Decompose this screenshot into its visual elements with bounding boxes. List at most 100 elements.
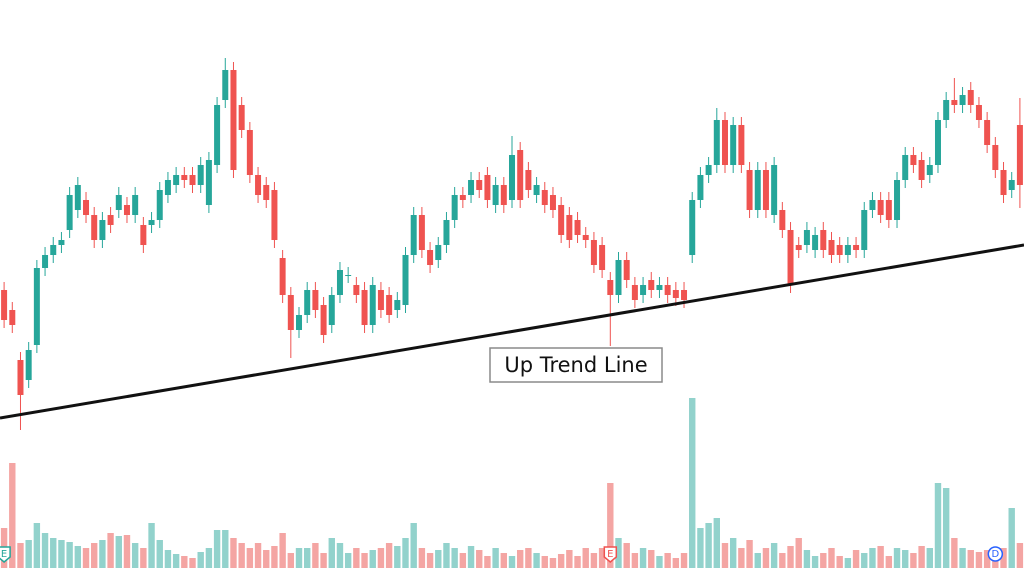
- candle-body: [91, 215, 98, 240]
- candle-body: [517, 150, 524, 200]
- candle-body: [1016, 125, 1023, 185]
- volume-bar: [41, 533, 49, 568]
- candle-body: [631, 285, 638, 300]
- volume-bar: [492, 548, 499, 568]
- volume-bar: [410, 523, 417, 568]
- volume-bar: [213, 530, 221, 568]
- candle-body: [320, 305, 327, 335]
- candle-body: [99, 220, 106, 240]
- candle-body: [336, 270, 343, 295]
- event-marker: E: [0, 546, 11, 563]
- volume-bar: [975, 552, 983, 568]
- volume-bar: [779, 553, 786, 568]
- volume-bar: [803, 550, 811, 568]
- volume-bar: [140, 548, 147, 568]
- volume-bar: [484, 556, 491, 568]
- volume-bar: [607, 483, 614, 568]
- candle-body: [263, 185, 270, 200]
- volume-bar: [66, 542, 73, 568]
- candle-body: [525, 170, 532, 190]
- volume-bar: [99, 540, 106, 568]
- volume-bar: [762, 548, 770, 568]
- candle-body: [386, 295, 393, 315]
- volume-bar: [181, 556, 188, 568]
- candle-body: [746, 170, 753, 210]
- event-badge: [0, 546, 11, 563]
- candle-body: [967, 90, 974, 105]
- event-badge: [603, 546, 618, 563]
- event-marker: D: [987, 546, 1004, 562]
- volume-bar: [885, 556, 893, 568]
- candle-body: [50, 245, 57, 255]
- candle-body: [214, 105, 221, 165]
- volume-bar: [9, 463, 16, 568]
- candle-body: [492, 185, 499, 205]
- candle-body: [271, 190, 278, 240]
- volume-bar: [697, 528, 704, 568]
- candle-body: [599, 245, 606, 270]
- candle-body: [222, 70, 229, 100]
- candle-body: [287, 295, 294, 330]
- volume-bar: [164, 550, 172, 568]
- candle-body: [1008, 180, 1015, 190]
- trend-label-text: Up Trend Line: [504, 353, 647, 377]
- volume-bar: [123, 535, 131, 568]
- volume-bar: [279, 533, 286, 568]
- candle-body: [730, 125, 737, 165]
- volume-bar: [598, 548, 606, 568]
- candle-body: [25, 350, 32, 380]
- volume-bar: [820, 553, 827, 568]
- candle-body: [713, 120, 720, 165]
- candle-body: [189, 175, 196, 185]
- volume-bar: [271, 546, 278, 568]
- volume-bar: [967, 550, 974, 568]
- candle-body: [558, 205, 565, 235]
- candle-body: [590, 240, 597, 265]
- candle-body: [902, 155, 909, 180]
- volume-bar: [574, 556, 581, 568]
- candle-body: [820, 230, 827, 250]
- volume-bar: [459, 553, 467, 568]
- candle-body: [255, 175, 262, 195]
- candle-body: [123, 205, 130, 215]
- candle-body: [943, 100, 950, 120]
- volume-bar: [713, 518, 720, 568]
- candle-body: [885, 200, 892, 220]
- candle-body: [861, 210, 868, 250]
- candle-body: [304, 290, 311, 315]
- candle-body: [443, 220, 450, 245]
- volume-bar: [729, 538, 737, 568]
- candle-body: [844, 245, 851, 255]
- volume-bar: [418, 548, 426, 568]
- candle-body: [9, 310, 16, 325]
- candle-body: [451, 195, 458, 220]
- volume-bar: [910, 553, 917, 568]
- candle-body: [107, 215, 114, 225]
- candle-body: [369, 285, 376, 325]
- candle-body: [910, 155, 917, 165]
- candle-body: [74, 185, 81, 210]
- volume-bar: [148, 523, 155, 568]
- candle-body: [705, 165, 712, 175]
- volume-bar: [246, 548, 254, 568]
- candle-body: [771, 165, 778, 215]
- volume-bar: [623, 543, 630, 568]
- candle-body: [312, 290, 319, 310]
- candle-body: [549, 195, 556, 210]
- candle-body: [812, 235, 819, 250]
- volume-bar: [328, 538, 335, 568]
- candle-body: [156, 190, 163, 220]
- volume-bar: [942, 488, 950, 568]
- volume-bar: [336, 543, 344, 568]
- volume-bar: [672, 558, 680, 568]
- candle-body: [17, 360, 24, 395]
- candle-body: [328, 295, 335, 325]
- candle-body: [435, 245, 442, 260]
- volume-bar: [508, 556, 516, 568]
- volume-bar: [959, 548, 966, 568]
- volume-bar: [1000, 548, 1007, 568]
- candle-body: [427, 250, 434, 265]
- candle-body: [230, 70, 237, 170]
- volume-bar: [451, 548, 458, 568]
- candle-body: [361, 290, 368, 325]
